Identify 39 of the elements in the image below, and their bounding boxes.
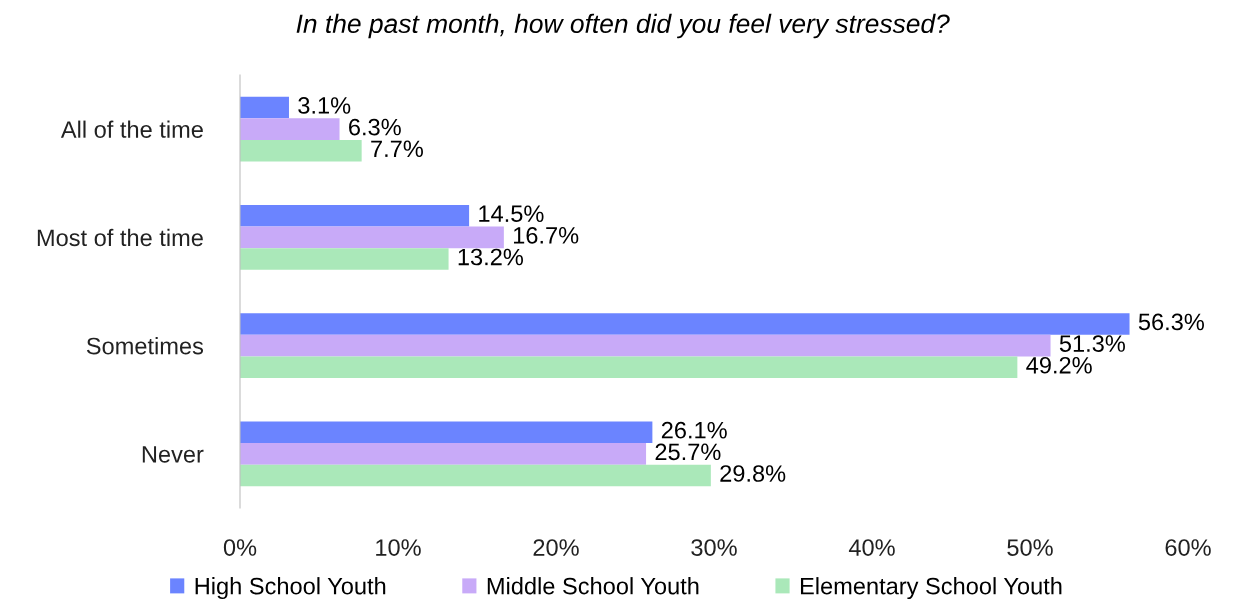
x-tick-label: 60% [1165, 539, 1211, 556]
bar [240, 139, 362, 162]
y-tick-label: All of the time [60, 120, 203, 138]
x-tick-label: 40% [848, 539, 895, 556]
legend-label: Elementary School Youth [800, 577, 1062, 600]
x-tick-label: 50% [1007, 539, 1053, 556]
bar [240, 421, 653, 444]
data-label: 49.2% [1026, 356, 1092, 374]
data-label: 7.7% [371, 140, 423, 158]
bar [240, 443, 647, 465]
data-label: 14.5% [479, 205, 544, 223]
data-label: 56.3% [1138, 313, 1204, 331]
x-tick-label: 30% [691, 539, 737, 556]
data-label: 3.1% [298, 97, 351, 114]
bar [240, 96, 289, 119]
data-label: 6.3% [349, 118, 401, 136]
legend-label: High School Youth [195, 577, 386, 600]
bar [240, 313, 1130, 335]
bar [240, 118, 340, 140]
data-label: 25.7% [655, 443, 721, 461]
y-tick-label: Most of the time [37, 228, 203, 247]
data-label: 13.2% [458, 248, 523, 266]
bar [240, 464, 711, 487]
y-tick-label: Never [142, 446, 204, 463]
x-tick-label: 10% [376, 539, 421, 556]
bar [240, 204, 470, 227]
data-label: 51.3% [1059, 335, 1125, 352]
data-label: 26.1% [661, 421, 727, 439]
chart-title: In the past month, how often did you feel very stressed? [296, 13, 950, 39]
legend-label: Middle School Youth [487, 577, 699, 595]
bar [240, 248, 449, 270]
data-label: 29.8% [720, 465, 786, 482]
bar [240, 356, 1018, 379]
y-tick-label: Sometimes [86, 337, 204, 355]
bar [240, 334, 1051, 357]
x-tick-label: 20% [533, 539, 579, 556]
data-label: 16.7% [513, 226, 579, 244]
bar [240, 226, 504, 249]
x-tick-label: 0% [223, 539, 257, 556]
